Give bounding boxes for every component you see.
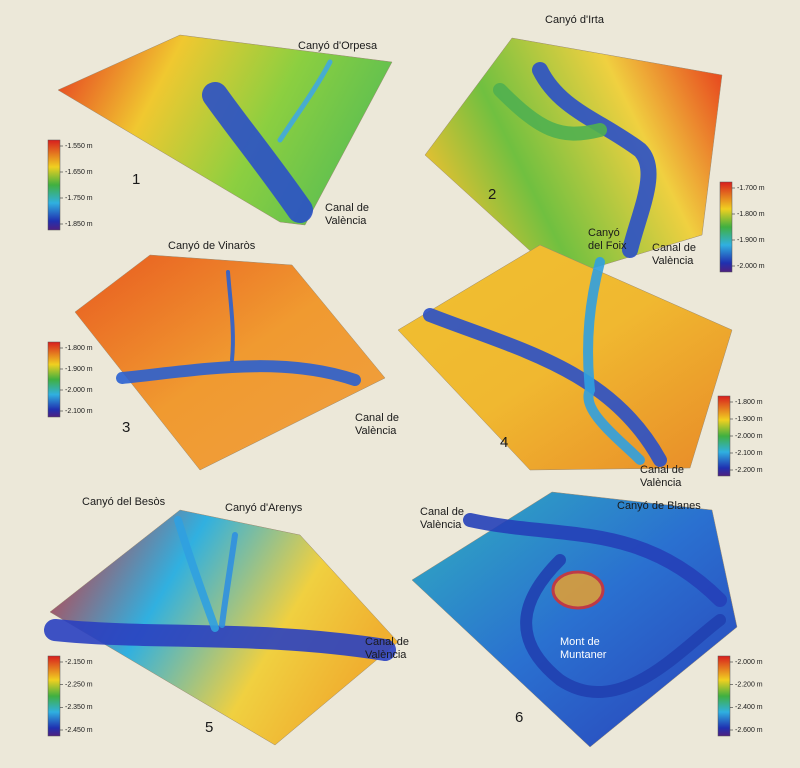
channel [174,516,219,632]
seamount [551,570,605,610]
feature-label: Canyó de Vinaròs [168,240,256,252]
terrain [397,244,733,471]
scale-label: -2.100 m [735,450,763,457]
panel: -1.800 m -1.900 m -2.000 m -2.100 m 3 Canyó d… [47,240,399,471]
channel [493,83,607,141]
panel-number: 2 [488,186,496,203]
scale-label: -2.000 m [65,387,93,394]
channel [463,513,727,607]
color-scale [719,181,733,273]
feature-label: Canyó del Besòs [82,496,166,508]
scale-label: -2.000 m [737,263,765,270]
panel: -1.700 m -1.800 m -1.900 m -2.000 m 2 Canyó d… [424,14,765,279]
feature-label: Canal de [355,412,399,424]
feature-label: Canal de [420,506,464,518]
panel: -1.800 m -1.900 m -2.000 m -2.100 m -2.200 m… [397,227,763,489]
scale-label: -1.800 m [65,345,93,352]
feature-label: València [355,425,397,437]
feature-label: València [325,215,367,227]
feature-label: Canyó d'Arenys [225,502,303,514]
scale-label: -2.000 m [735,659,763,666]
feature-label: València [420,519,462,531]
panel-number: 6 [515,709,523,726]
feature-label: Canal de [325,202,369,214]
feature-label: Canyó d'Orpesa [298,40,378,52]
color-scale [47,139,61,231]
scale-label: -2.450 m [65,727,93,734]
channel [520,554,726,698]
panel-number: 5 [205,719,213,736]
color-scale [47,341,61,418]
feature-label: Canal de [652,242,696,254]
scale-label: -1.900 m [735,416,763,423]
feature-label: del Foix [588,240,627,252]
scale-label: -2.200 m [735,682,763,689]
scale-label: -1.750 m [65,195,93,202]
channel [583,257,645,465]
panel: -1.550 m -1.650 m -1.750 m -1.850 m 1 Canyó d… [47,34,393,231]
feature-label: València [365,649,407,661]
scale-label: -2.350 m [65,704,93,711]
color-scale [717,395,731,477]
panel-number: 3 [122,419,130,436]
scale-label: -2.400 m [735,704,763,711]
channel [277,59,333,143]
scale-label: -2.150 m [65,659,93,666]
channel [423,308,667,467]
channel [202,82,313,223]
feature-label: Canyó de Blanes [617,500,701,512]
scale-label: -1.700 m [737,185,765,192]
channel [219,532,238,628]
panel: -2.150 m -2.250 m -2.350 m -2.450 m 5 Canyó d… [44,496,409,746]
color-scale [47,655,61,737]
scale-label: -1.900 m [737,237,765,244]
scale-label: -1.800 m [737,211,765,218]
scale-label: -1.800 m [735,399,763,406]
panel: -2.000 m -2.200 m -2.400 m -2.600 m 6 Canal d… [411,491,763,748]
scale-label: -1.650 m [65,169,93,176]
feature-label: València [640,477,682,489]
feature-label: Canal de [365,636,409,648]
color-scale [717,655,731,737]
scale-label: -1.550 m [65,143,93,150]
feature-label: Mont de [560,636,600,648]
scale-label: -2.100 m [65,408,93,415]
feature-label: Canyó d'Irta [545,14,605,26]
channel [44,619,396,661]
scale-label: -1.850 m [65,221,93,228]
feature-label: València [652,255,694,267]
feature-label: Canal de [640,464,684,476]
feature-label: Muntaner [560,649,607,661]
feature-label: Canyó [588,227,620,239]
channel [226,270,235,362]
panel-number: 1 [132,171,140,188]
scale-label: -2.600 m [735,727,763,734]
channel [532,62,657,258]
scale-label: -2.000 m [735,433,763,440]
scale-label: -1.900 m [65,366,93,373]
scale-label: -2.250 m [65,682,93,689]
scale-label: -2.200 m [735,467,763,474]
channel [116,360,361,386]
panel-number: 4 [500,434,508,451]
